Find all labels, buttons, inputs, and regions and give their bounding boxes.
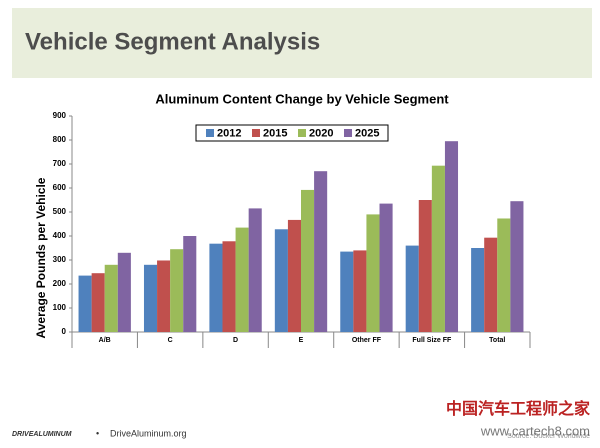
legend-label: 2020 bbox=[309, 127, 333, 139]
y-tick-label: 400 bbox=[53, 231, 67, 240]
y-tick-label: 0 bbox=[62, 327, 67, 336]
bar bbox=[287, 219, 301, 332]
x-tick-label: D bbox=[233, 337, 238, 344]
bar bbox=[471, 248, 485, 332]
chart-title: Aluminum Content Change by Vehicle Segme… bbox=[155, 91, 449, 106]
x-tick-label: Full Size FF bbox=[412, 337, 452, 344]
x-tick-label: E bbox=[299, 337, 304, 344]
footer-logo: DRIVEALUMINUM bbox=[12, 431, 72, 438]
bar bbox=[248, 208, 262, 332]
bar bbox=[301, 189, 315, 332]
header-band bbox=[12, 8, 592, 78]
bar bbox=[157, 260, 171, 332]
x-tick-label: Other FF bbox=[352, 337, 382, 344]
slide-title: Vehicle Segment Analysis bbox=[25, 28, 320, 55]
watermark-url: www.cartech8.com bbox=[480, 423, 590, 438]
plot: 0 100 200 300 400 500 600 700 800 900 A/B C D E Other … bbox=[53, 111, 531, 348]
x-tick-label: A/B bbox=[99, 337, 111, 344]
y-tick-label: 900 bbox=[53, 111, 67, 120]
y-tick-label: 100 bbox=[53, 303, 67, 312]
legend-label: 2025 bbox=[355, 127, 379, 139]
bar bbox=[170, 249, 184, 332]
bar bbox=[497, 218, 511, 332]
legend-swatch bbox=[298, 129, 306, 137]
y-tick-label: 200 bbox=[53, 279, 67, 288]
x-tick-label: Total bbox=[489, 337, 505, 344]
bar bbox=[431, 165, 445, 332]
legend-swatch bbox=[206, 129, 214, 137]
y-tick-label: 600 bbox=[53, 183, 67, 192]
y-tick-label: 300 bbox=[53, 255, 67, 264]
bar bbox=[117, 252, 131, 332]
y-axis-label: Average Pounds per Vehicle bbox=[34, 177, 48, 338]
bar bbox=[314, 171, 328, 332]
bar bbox=[78, 275, 92, 332]
bar bbox=[235, 227, 249, 332]
legend-swatch bbox=[344, 129, 352, 137]
bar bbox=[510, 201, 524, 332]
legend: 2012 2015 2020 2025 bbox=[206, 127, 379, 139]
y-tick-label: 800 bbox=[53, 135, 67, 144]
bar bbox=[143, 264, 158, 332]
bar bbox=[366, 214, 380, 332]
legend-label: 2012 bbox=[217, 127, 241, 139]
x-tick-label: C bbox=[168, 337, 173, 344]
y-tick-label: 700 bbox=[53, 159, 67, 168]
bar bbox=[222, 241, 236, 332]
bar bbox=[484, 237, 498, 332]
bar bbox=[405, 245, 419, 332]
legend-box bbox=[195, 124, 389, 142]
footer-url: DriveAluminum.org bbox=[110, 428, 187, 438]
bar bbox=[444, 141, 459, 332]
legend-label: 2015 bbox=[263, 127, 287, 139]
bar bbox=[209, 243, 223, 332]
y-tick-label: 500 bbox=[53, 207, 67, 216]
bar bbox=[91, 273, 105, 332]
bar bbox=[104, 264, 118, 332]
source-note: Source: Ducker Worldwide bbox=[507, 433, 590, 440]
bar bbox=[353, 250, 367, 332]
legend-swatch bbox=[252, 129, 260, 137]
watermark-cn: 中国汽车工程师之家 bbox=[446, 399, 591, 418]
bar bbox=[183, 236, 197, 332]
bar bbox=[274, 229, 288, 332]
bar bbox=[379, 203, 393, 332]
bar bbox=[418, 200, 432, 332]
footer-separator: • bbox=[96, 428, 99, 438]
bar bbox=[340, 251, 354, 332]
